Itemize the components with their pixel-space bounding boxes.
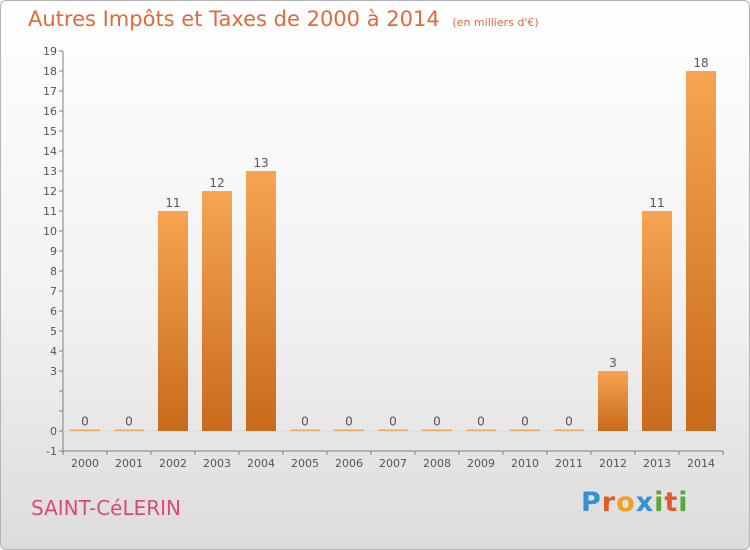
bar-2004 bbox=[246, 171, 276, 431]
city-name: SAINT-CéLERIN bbox=[31, 496, 182, 520]
bar-2000 bbox=[70, 429, 100, 431]
data-label-2013: 11 bbox=[649, 196, 664, 210]
y-tick-label: 18 bbox=[43, 65, 57, 78]
logo-letter: o bbox=[616, 487, 636, 518]
y-tick-label: 17 bbox=[43, 85, 57, 98]
y-tick-label: 5 bbox=[50, 325, 57, 338]
bar-2005 bbox=[290, 429, 320, 431]
y-tick-label: 6 bbox=[50, 305, 57, 318]
chart-title-text: Autres Impôts et Taxes de 2000 à 2014 bbox=[28, 7, 440, 31]
x-tick-label-2006: 2006 bbox=[335, 457, 363, 470]
y-tick-label: 11 bbox=[43, 205, 57, 218]
y-tick-label: 15 bbox=[43, 125, 57, 138]
y-tick-label: 0 bbox=[50, 425, 57, 438]
y-tick-label: 7 bbox=[50, 285, 57, 298]
bars bbox=[70, 71, 716, 431]
x-tick-label-2010: 2010 bbox=[511, 457, 539, 470]
bar-2008 bbox=[422, 429, 452, 431]
data-label-2011: 0 bbox=[565, 415, 573, 429]
data-labels: 0 0 11 12 13 0 0 0 0 0 0 0 3 11 18 bbox=[81, 56, 708, 429]
data-label-2002: 11 bbox=[165, 196, 180, 210]
x-tick-label-2005: 2005 bbox=[291, 457, 319, 470]
data-label-2014: 18 bbox=[693, 56, 708, 70]
data-label-2008: 0 bbox=[433, 415, 441, 429]
proxiti-logo: Proxiti bbox=[581, 487, 689, 518]
y-tick-label: 12 bbox=[43, 185, 57, 198]
bar-2002 bbox=[158, 211, 188, 431]
x-tick-label-2008: 2008 bbox=[423, 457, 451, 470]
data-label-2005: 0 bbox=[301, 415, 309, 429]
logo-letter: x bbox=[635, 487, 655, 518]
data-label-2003: 12 bbox=[209, 176, 224, 190]
data-label-2009: 0 bbox=[477, 415, 485, 429]
bar-2013 bbox=[642, 211, 672, 431]
x-tick-label-2007: 2007 bbox=[379, 457, 407, 470]
y-tick-label: 16 bbox=[43, 105, 57, 118]
data-label-2000: 0 bbox=[81, 415, 89, 429]
logo-letter: P bbox=[581, 487, 602, 518]
x-tick-label-2014: 2014 bbox=[687, 457, 715, 470]
bar-2003 bbox=[202, 191, 232, 431]
bar-2007 bbox=[378, 429, 408, 431]
x-tick-label-2004: 2004 bbox=[247, 457, 275, 470]
y-tick-label: 8 bbox=[50, 265, 57, 278]
y-tick-label: 14 bbox=[43, 145, 57, 158]
bar-2011 bbox=[554, 429, 584, 431]
data-label-2012: 3 bbox=[609, 356, 617, 370]
x-tick-label-2009: 2009 bbox=[467, 457, 495, 470]
chart-unit: (en milliers d'€) bbox=[452, 16, 539, 29]
data-label-2006: 0 bbox=[345, 415, 353, 429]
axes: -1 0 3 4 5 6 7 8 9 10 11 12 13 14 15 16 17 18 19 2000 2001 20… bbox=[43, 45, 724, 470]
logo-letter: t bbox=[664, 487, 679, 518]
bar-2006 bbox=[334, 429, 364, 431]
bar-2010 bbox=[510, 429, 540, 431]
x-tick-label-2002: 2002 bbox=[159, 457, 187, 470]
data-label-2010: 0 bbox=[521, 415, 529, 429]
y-tick-label: 19 bbox=[43, 45, 57, 58]
chart-title: Autres Impôts et Taxes de 2000 à 2014 (e… bbox=[28, 7, 539, 31]
bar-2001 bbox=[114, 429, 144, 431]
data-label-2004: 13 bbox=[253, 156, 268, 170]
x-tick-label-2012: 2012 bbox=[599, 457, 627, 470]
y-tick-label: -1 bbox=[46, 445, 57, 458]
x-tick-label-2001: 2001 bbox=[115, 457, 143, 470]
data-label-2001: 0 bbox=[125, 415, 133, 429]
y-tick-label: 9 bbox=[50, 245, 57, 258]
y-tick-label: 4 bbox=[50, 345, 57, 358]
x-tick-label-2000: 2000 bbox=[71, 457, 99, 470]
y-tick-label: 13 bbox=[43, 165, 57, 178]
logo-letter: i bbox=[678, 487, 689, 518]
bar-2014 bbox=[686, 71, 716, 431]
y-tick-label: 10 bbox=[43, 225, 57, 238]
x-tick-label-2013: 2013 bbox=[643, 457, 671, 470]
logo-letter: i bbox=[654, 487, 665, 518]
bar-2009 bbox=[466, 429, 496, 431]
bar-2012 bbox=[598, 371, 628, 431]
data-label-2007: 0 bbox=[389, 415, 397, 429]
y-tick-label: 3 bbox=[50, 365, 57, 378]
x-tick-label-2011: 2011 bbox=[555, 457, 583, 470]
x-tick-label-2003: 2003 bbox=[203, 457, 231, 470]
logo-letter: r bbox=[601, 487, 617, 518]
